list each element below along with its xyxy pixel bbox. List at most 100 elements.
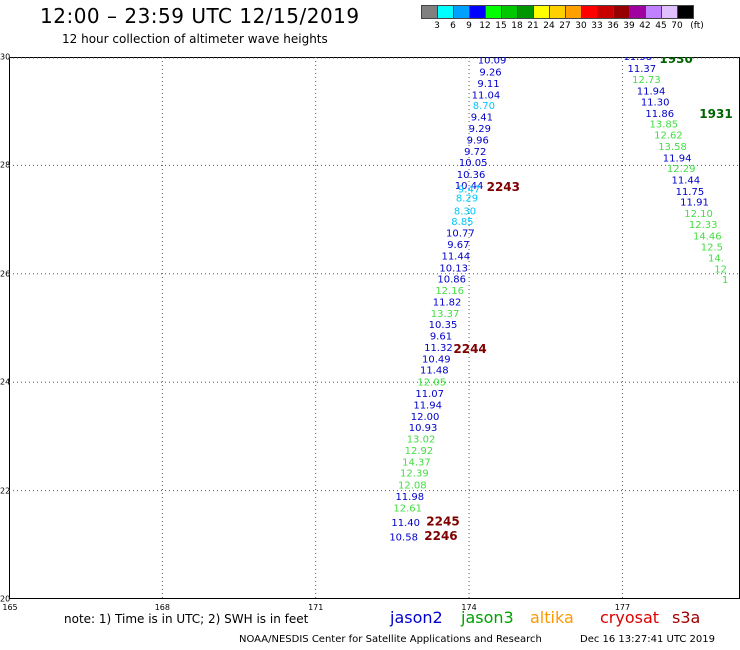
- wave-height-point: 9.29: [469, 124, 491, 135]
- wave-height-point: 12.05: [417, 378, 446, 389]
- wave-height-point: 13.58: [658, 142, 687, 153]
- y-axis-tick-label: 28: [0, 160, 11, 170]
- y-axis-tick-label: 30: [0, 52, 11, 62]
- wave-height-point: 11.98: [395, 492, 424, 503]
- wave-height-point: 10.58: [389, 533, 418, 544]
- wave-height-point: 10.44: [455, 181, 484, 192]
- legend-swatch: [469, 5, 486, 19]
- color-scale-legend: [421, 5, 694, 19]
- pass-time-label: 1931: [699, 107, 732, 121]
- wave-height-point: 11.30: [641, 97, 670, 108]
- page-title: 12:00 – 23:59 UTC 12/15/2019: [40, 4, 360, 28]
- wave-height-point: 10.13: [439, 263, 468, 274]
- wave-height-point: 9.96: [467, 135, 489, 146]
- satellite-name-jason3: jason3: [461, 608, 514, 627]
- wave-height-point: 10.49: [422, 354, 451, 365]
- wave-height-point: 12: [714, 264, 727, 275]
- legend-unit: (ft): [690, 21, 704, 31]
- x-axis-tick-label: 171: [308, 603, 324, 612]
- wave-height-point: 14.46: [693, 231, 722, 242]
- wave-height-point: 12.00: [411, 412, 440, 423]
- legend-swatch: [437, 5, 454, 19]
- wave-height-point: 11.44: [441, 251, 470, 262]
- wave-height-point: 13.85: [650, 120, 679, 131]
- wave-height-point: 12.61: [393, 503, 422, 514]
- legend-label: 21: [527, 21, 539, 31]
- wave-height-point: 8.85: [451, 217, 473, 228]
- legend-label: 12: [479, 21, 491, 31]
- pass-time-label: 2246: [424, 529, 457, 543]
- pass-time-label: 1930: [659, 57, 692, 66]
- legend-label: 30: [575, 21, 587, 31]
- wave-height-point: 13.02: [407, 435, 436, 446]
- wave-height-point: 11.40: [391, 518, 420, 529]
- wave-height-point: 9.72: [464, 147, 486, 158]
- legend-label: 33: [591, 21, 603, 31]
- wave-height-point: 12.08: [398, 481, 427, 492]
- wave-height-point: 11.48: [420, 366, 449, 377]
- legend-swatch: [501, 5, 518, 19]
- map-frame: [9, 57, 740, 599]
- legend-label: 15: [495, 21, 507, 31]
- legend-swatch: [421, 5, 438, 19]
- legend-label: 39: [623, 21, 635, 31]
- pass-time-label: 2245: [426, 514, 459, 528]
- wave-height-point: 12.10: [684, 209, 713, 220]
- wave-height-point: 12.33: [689, 220, 718, 231]
- wave-height-point: 11.44: [671, 175, 700, 186]
- wave-height-point: 11.37: [628, 64, 657, 75]
- wave-height-point: 9.61: [430, 332, 452, 343]
- wave-height-point: 8.29: [456, 193, 478, 204]
- y-axis-tick-label: 22: [0, 486, 11, 496]
- wave-height-point: 10.77: [446, 229, 475, 240]
- wave-height-point: 11.58: [623, 57, 652, 63]
- wave-height-point: 9.26: [479, 68, 501, 79]
- wave-height-point: 10.86: [437, 275, 466, 286]
- wave-height-point: 8.30: [454, 206, 476, 217]
- wave-height-point: 11.94: [413, 400, 442, 411]
- legend-label: 42: [639, 21, 651, 31]
- x-axis-tick-label: 165: [2, 603, 18, 612]
- legend-swatch: [485, 5, 502, 19]
- wave-height-point: 14.37: [402, 457, 431, 468]
- legend-label: 27: [559, 21, 571, 31]
- satellite-name-s3a: s3a: [672, 608, 701, 627]
- legend-swatch: [581, 5, 598, 19]
- page-subtitle: 12 hour collection of altimeter wave hei…: [62, 32, 328, 46]
- legend-swatch: [677, 5, 694, 19]
- wave-height-point: 11.07: [415, 389, 444, 400]
- satellite-name-jason2: jason2: [390, 608, 443, 627]
- pass-time-label: 2244: [453, 342, 486, 356]
- wave-height-point: 8.70: [473, 101, 495, 112]
- wave-height-point: 11.94: [637, 87, 666, 98]
- wave-height-point: 10.93: [409, 423, 438, 434]
- satellite-name-cryosat: cryosat: [600, 608, 660, 627]
- credit-line: NOAA/NESDIS Center for Satellite Applica…: [239, 634, 542, 645]
- legend-swatch: [661, 5, 678, 19]
- legend-swatch: [597, 5, 614, 19]
- y-axis-tick-label: 26: [0, 269, 11, 279]
- wave-height-point: 12.39: [400, 469, 429, 480]
- wave-height-point: 10.36: [457, 170, 486, 181]
- wave-height-point: 10.05: [459, 158, 488, 169]
- y-axis-tick-label: 24: [0, 377, 11, 387]
- legend-label: 45: [655, 21, 667, 31]
- x-axis-tick-label: 174: [461, 603, 477, 612]
- x-axis-tick-label: 177: [614, 603, 631, 612]
- legend-label: 9: [466, 21, 472, 31]
- wave-height-point: 12.62: [654, 131, 683, 142]
- wave-height-point: 12.5: [701, 243, 723, 254]
- legend-label: 3: [434, 21, 440, 31]
- wave-height-point: 10.35: [429, 320, 458, 331]
- legend-label: 6: [450, 21, 456, 31]
- wave-height-point: 9.11: [477, 79, 499, 90]
- wave-height-point: 11.32: [424, 343, 453, 354]
- wave-height-point: 1: [722, 275, 728, 286]
- legend-swatch: [549, 5, 566, 19]
- wave-height-point: 9.47: [458, 185, 480, 196]
- wave-height-point: 10.09: [478, 57, 507, 67]
- legend-swatch: [517, 5, 534, 19]
- wave-height-point: 11.94: [663, 153, 692, 164]
- footnote: note: 1) Time is in UTC; 2) SWH is in fe…: [64, 612, 309, 626]
- wave-height-point: 13.37: [431, 309, 460, 320]
